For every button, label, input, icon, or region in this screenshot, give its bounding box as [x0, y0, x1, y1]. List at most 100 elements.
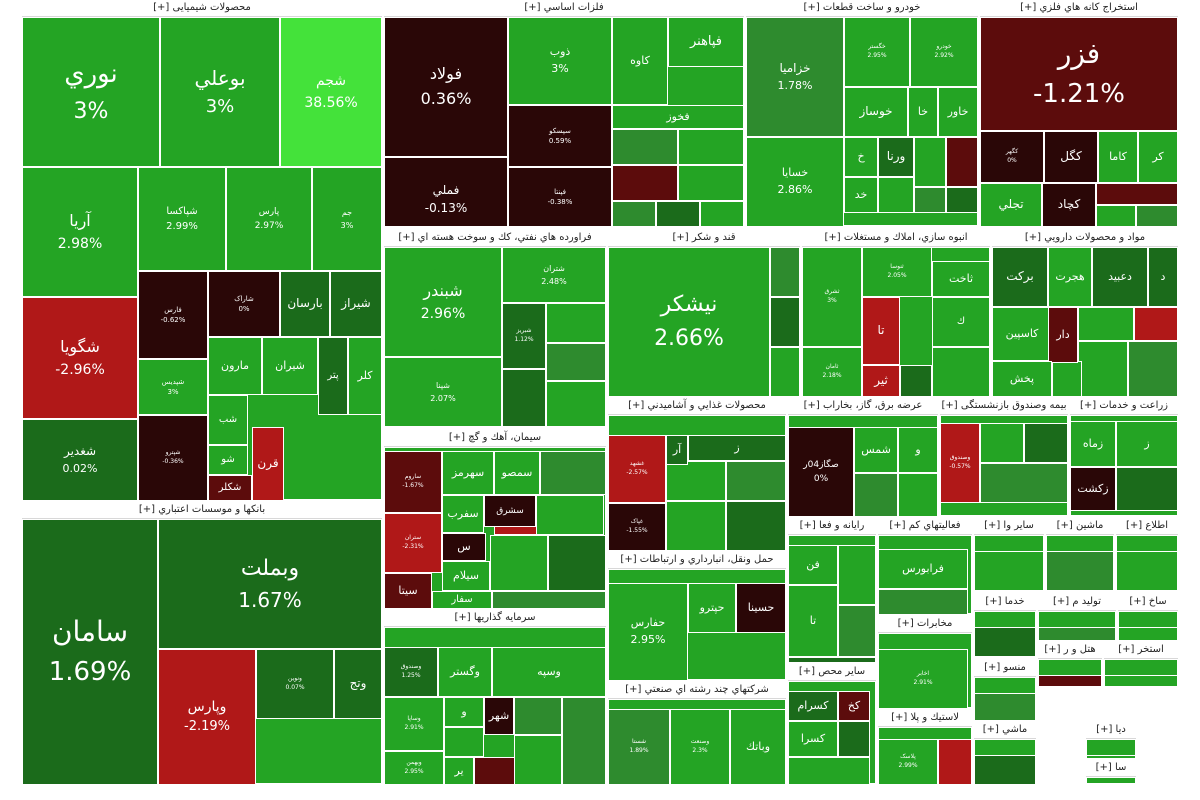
sector-header[interactable]: مخابرات [+]	[878, 616, 972, 633]
sector-7[interactable]: انبوه سازي، املاك و مستغلات [+] ثاخت ثنوسا…	[802, 230, 990, 396]
stock-tile[interactable]: فولاد 0.36%	[384, 17, 508, 157]
stock-tile[interactable]: خودرو 2.92%	[910, 17, 978, 87]
stock-tile[interactable]: سفرب	[442, 495, 484, 533]
sector-30[interactable]: منسو [+]	[974, 660, 1036, 720]
minor-stock-tile[interactable]	[1096, 183, 1178, 205]
sector-24[interactable]: اطلاع [+]	[1116, 518, 1178, 592]
minor-stock-tile[interactable]	[474, 757, 518, 784]
minor-stock-tile[interactable]	[974, 627, 1036, 657]
stock-tile[interactable]: پتر	[318, 337, 348, 415]
stock-tile[interactable]: بارسان	[280, 271, 330, 337]
minor-stock-tile[interactable]	[1096, 205, 1136, 226]
stock-tile[interactable]: سيلام	[442, 561, 490, 591]
stock-tile[interactable]: کگهر 0%	[980, 131, 1044, 183]
minor-stock-tile[interactable]	[656, 201, 700, 226]
minor-stock-tile[interactable]	[1038, 627, 1116, 640]
stock-tile[interactable]: وسپه	[492, 647, 606, 697]
stock-tile[interactable]: حفارس 2.95%	[608, 583, 688, 680]
minor-stock-tile[interactable]	[546, 381, 606, 426]
minor-stock-tile[interactable]	[1134, 307, 1178, 341]
minor-stock-tile[interactable]	[914, 137, 946, 187]
stock-tile[interactable]: ثاخت	[932, 261, 990, 297]
stock-tile[interactable]: د	[1148, 247, 1178, 307]
minor-stock-tile[interactable]	[548, 535, 606, 591]
stock-tile[interactable]: اخابر 2.91%	[878, 649, 968, 708]
sector-1[interactable]: بانكها و موسسات اعتباري [+] سامان 1.69% وبم…	[22, 502, 382, 784]
sector-11[interactable]: عرضه برق، گاز، بخاراب [+] صگاز04ر 0% شمس و	[788, 398, 938, 516]
stock-tile[interactable]: حسينا	[736, 583, 786, 633]
stock-tile[interactable]: وتج	[334, 649, 382, 719]
sector-14[interactable]: سرمايه گذاريها [+] وسپه وگستر وصندوق 1.25% وس…	[384, 610, 606, 784]
stock-tile[interactable]: پخش	[992, 361, 1052, 396]
minor-stock-tile[interactable]	[1104, 675, 1178, 686]
stock-tile[interactable]: سشرق	[484, 495, 536, 527]
sector-header[interactable]: هتل و ر [+]	[1038, 642, 1102, 659]
sector-header[interactable]: انبوه سازي، املاك و مستغلات [+]	[802, 230, 990, 247]
sector-15[interactable]: حمل ونقل، انبارداري و ارتباطات [+] حفارس 2…	[608, 552, 786, 680]
sector-header[interactable]: اطلاع [+]	[1116, 518, 1178, 535]
stock-tile[interactable]: وباتك	[730, 709, 786, 784]
stock-tile[interactable]: سهرمز	[442, 451, 494, 495]
minor-stock-tile[interactable]	[562, 697, 606, 784]
sector-header[interactable]: عرضه برق، گاز، بخاراب [+]	[788, 398, 938, 415]
stock-tile[interactable]: دار	[1048, 307, 1078, 363]
stock-tile[interactable]: حپترو	[688, 583, 736, 633]
stock-tile[interactable]: كاوه	[612, 17, 668, 105]
stock-tile[interactable]: شاراک 0%	[208, 271, 280, 337]
stock-tile[interactable]: سيتا	[384, 573, 432, 608]
stock-tile[interactable]: ثامان 2.18%	[802, 347, 862, 396]
minor-stock-tile[interactable]	[726, 501, 786, 550]
stock-tile[interactable]: صگاز04ر 0%	[788, 427, 854, 516]
stock-tile[interactable]: زكشت	[1070, 467, 1116, 511]
minor-stock-tile[interactable]	[666, 461, 726, 501]
minor-stock-tile[interactable]	[1078, 341, 1128, 396]
minor-stock-tile[interactable]	[612, 165, 678, 201]
minor-stock-tile[interactable]	[854, 473, 898, 516]
sector-header[interactable]: سيمان، آهك و گچ [+]	[384, 430, 606, 447]
sector-22[interactable]: ساير وا [+]	[974, 518, 1044, 592]
stock-tile[interactable]: كلر	[348, 337, 382, 415]
sector-20[interactable]: مخابرات [+] اخابر 2.91%	[878, 616, 972, 708]
minor-stock-tile[interactable]	[980, 463, 1068, 503]
minor-stock-tile[interactable]	[838, 721, 870, 757]
sector-9[interactable]: سيمان، آهك و گچ [+] ساروم -1.67% سهرمز سمصو س…	[384, 430, 606, 608]
stock-tile[interactable]: تا	[788, 585, 838, 657]
sector-27[interactable]: ساخ [+]	[1118, 594, 1178, 640]
sector-28[interactable]: هتل و ر [+]	[1038, 642, 1102, 686]
sector-25[interactable]: خدما [+]	[974, 594, 1036, 658]
sector-5[interactable]: فراورده هاي نفتي، كك و سوخت هسته اي [+] ش…	[384, 230, 606, 426]
stock-tile[interactable]: نوري 3%	[22, 17, 160, 167]
sector-header[interactable]: حمل ونقل، انبارداري و ارتباطات [+]	[608, 552, 786, 569]
sector-18[interactable]: فعاليتهاي كم [+] فرابورس	[878, 518, 972, 614]
stock-tile[interactable]: شيران	[262, 337, 318, 395]
stock-tile[interactable]: سپسکو 0.59%	[508, 105, 612, 167]
minor-stock-tile[interactable]	[1118, 627, 1178, 640]
stock-tile[interactable]: غشهد -2.57%	[608, 435, 666, 503]
minor-stock-tile[interactable]	[770, 297, 800, 347]
sector-32[interactable]: ديا [+]	[1086, 722, 1136, 758]
sector-4[interactable]: استخراج كانه هاي فلزي [+] فزر -1.21% کگهر 0%…	[980, 0, 1178, 226]
minor-stock-tile[interactable]	[1086, 755, 1136, 758]
minor-stock-tile[interactable]	[546, 303, 606, 343]
stock-tile[interactable]: بوعلي 3%	[160, 17, 280, 167]
stock-tile[interactable]: ك	[932, 297, 990, 347]
stock-tile[interactable]: ز	[688, 435, 786, 461]
sector-16[interactable]: شركتهاي چند رشته اي صنعتي [+] شستا 1.89% وص…	[608, 682, 786, 784]
stock-tile[interactable]: آريا 2.98%	[22, 167, 138, 297]
sector-header[interactable]: فعاليتهاي كم [+]	[878, 518, 972, 535]
stock-tile[interactable]: فزر -1.21%	[980, 17, 1178, 131]
sector-header[interactable]: بانكها و موسسات اعتباري [+]	[22, 502, 382, 519]
sector-header[interactable]: ساخ [+]	[1118, 594, 1178, 611]
stock-tile[interactable]: س	[442, 533, 486, 561]
stock-tile[interactable]: شيراز	[330, 271, 382, 337]
minor-stock-tile[interactable]	[678, 129, 744, 165]
stock-tile[interactable]: فارس -0.62%	[138, 271, 208, 359]
sector-header[interactable]: شركتهاي چند رشته اي صنعتي [+]	[608, 682, 786, 699]
minor-stock-tile[interactable]	[932, 347, 990, 396]
stock-tile[interactable]: سمصو	[494, 451, 540, 495]
sector-3[interactable]: خودرو و ساخت قطعات [+] خزاميا 1.78% خسايا 2.…	[746, 0, 978, 226]
stock-tile[interactable]: شغدير 0.02%	[22, 419, 138, 500]
sector-29[interactable]: استخر [+]	[1104, 642, 1178, 686]
stock-tile[interactable]: شكلر	[208, 475, 252, 500]
sector-6[interactable]: قند و شكر [+] نيشكر 2.66%	[608, 230, 800, 396]
